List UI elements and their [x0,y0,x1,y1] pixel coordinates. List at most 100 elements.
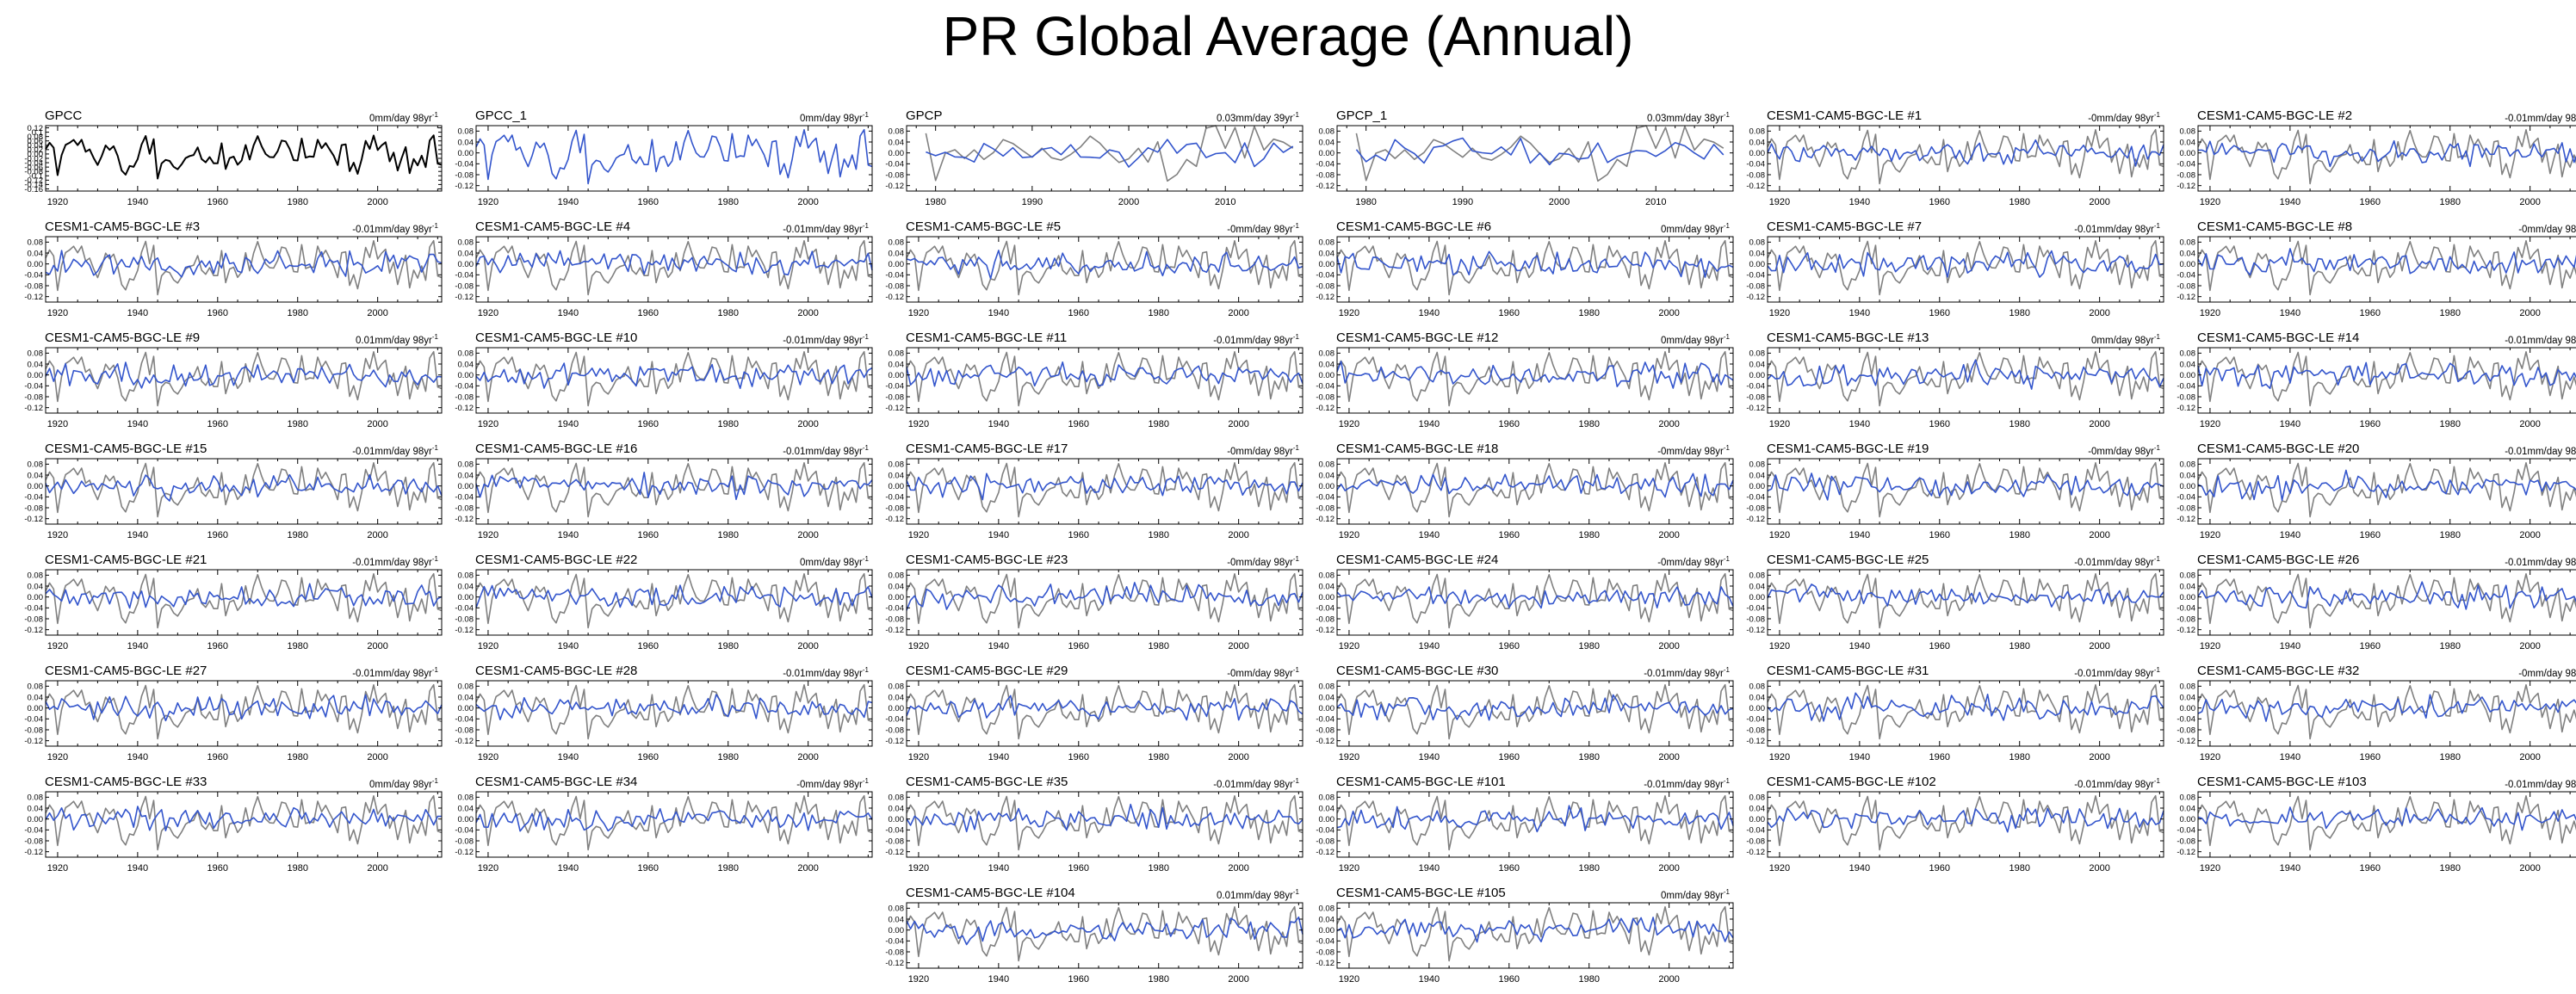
x-tick-label: 2010 [1645,197,1666,207]
panel-title: CESM1-CAM5-BGC-LE #30 [1336,664,1499,678]
y-tick-label: -0.12 [24,848,43,857]
x-tick-label: 1960 [1068,419,1089,429]
y-tick-label: -0.04 [24,382,43,392]
panel-plot: 0.080.04 0.00 -0.04-0.08 -0.12 1920 1940 1960 1… [455,458,873,540]
y-tick-label: 0.00 [458,482,474,491]
x-tick-label: 1960 [1499,863,1520,874]
x-tick-label: 1920 [908,308,929,318]
series-line [1336,694,1734,721]
panel-title: CESM1-CAM5-BGC-LE #8 [2197,219,2353,234]
series-line [1767,572,2164,629]
x-tick-label: 1960 [207,530,228,540]
y-tick-label: 0.04 [889,471,905,480]
trend-label: 0mm/day 98yr-1 [1661,331,1730,347]
y-tick-label: -0.12 [1746,404,1765,413]
plot-frame [906,680,1303,747]
x-tick-label: 1920 [47,419,68,429]
trend-exponent: -1 [1292,444,1299,452]
x-tick-label: 1980 [287,197,307,207]
y-tick-label: -0.08 [24,168,43,177]
series-line [906,683,1303,740]
y-tick-label: 0.00 [2180,593,2196,602]
y-tick-label: -0.08 [1746,392,1765,402]
y-tick-label: -0.04 [1746,493,1765,503]
series-line [1767,807,2164,833]
y-tick-label: -0.04 [885,604,904,614]
panel-title: CESM1-CAM5-BGC-LE #19 [1767,441,1929,456]
chart-panel: CESM1-CAM5-BGC-LE #4 -0.01mm/day 98yr-1 0.… [455,219,876,321]
x-tick-label: 1940 [2280,308,2300,318]
x-tick-label: 1980 [717,308,738,318]
x-tick-label: 1940 [1419,863,1440,874]
trend-value: 0mm/day 98yr [369,113,432,124]
chart-panel: CESM1-CAM5-BGC-LE #28 -0.01mm/day 98yr-1 0… [455,664,876,765]
y-tick-label: -0.08 [455,503,474,513]
plot-frame [1767,458,2164,525]
trend-exponent: -1 [431,111,438,119]
x-tick-label: 2000 [1228,974,1248,985]
panel-title: CESM1-CAM5-BGC-LE #102 [1767,775,1936,789]
y-tick-label: 0.08 [1319,349,1335,359]
y-tick-label: 0.08 [889,571,905,581]
panel-title: CESM1-CAM5-BGC-LE #27 [45,664,207,678]
x-tick-label: 1960 [1929,419,1950,429]
x-tick-label: 1980 [2439,641,2460,651]
x-tick-label: 1940 [1419,530,1440,540]
plot-frame [1336,236,1734,303]
y-tick-label: 0.00 [1749,482,1766,491]
x-tick-label: 2000 [1228,641,1248,651]
x-tick-label: 1980 [2009,197,2029,207]
trend-exponent: -1 [862,555,869,563]
panel-plot: 0.080.04 0.00 -0.04-0.08 -0.12 1920 1940 1960 1… [885,458,1303,540]
x-tick-label: 1980 [2009,641,2029,651]
x-tick-label: 1940 [2280,419,2300,429]
panel-title: CESM1-CAM5-BGC-LE #10 [475,330,638,345]
trend-exponent: -1 [862,333,869,341]
x-tick-label: 1980 [2439,530,2460,540]
x-tick-label: 2000 [2519,530,2540,540]
panel-title: CESM1-CAM5-BGC-LE #33 [45,775,207,789]
y-tick-label: -0.12 [455,515,474,524]
y-tick-label: 0.08 [458,793,474,803]
x-tick-label: 2000 [367,419,387,429]
x-tick-label: 2000 [797,197,818,207]
trend-exponent: -1 [1723,777,1730,785]
x-tick-label: 1920 [908,419,929,429]
panel-plot: 0.080.04 0.00 -0.04-0.08 -0.12 1920 1940 1960 1… [1746,125,2164,207]
y-tick-label: -0.08 [2177,725,2195,735]
x-tick-label: 1940 [2280,641,2300,651]
plot-frame [1767,125,2164,192]
y-tick-label: -0.08 [24,392,43,402]
y-tick-label: -0.08 [885,948,904,957]
y-tick-label: -0.08 [2177,170,2195,180]
x-tick-label: 1940 [2280,863,2300,874]
x-tick-label: 1980 [1578,308,1599,318]
y-tick-label: 0.08 [1319,127,1335,137]
trend-exponent: -1 [431,333,438,341]
plot-frame [475,680,873,747]
x-tick-label: 2000 [797,530,818,540]
panel-plot: 0.080.04 0.00 -0.04-0.08 -0.12 1920 1940 1960 1… [24,347,443,429]
y-tick-label: -0.08 [1746,281,1765,291]
series-line [906,239,1303,296]
y-tick-label: 0.08 [458,460,474,470]
x-tick-label: 1980 [1148,419,1168,429]
trend-value: -0.01mm/day 98yr [2074,557,2154,568]
y-tick-label: -0.08 [885,503,904,513]
y-tick-label: -0.08 [1316,948,1334,957]
x-tick-label: 1940 [127,863,148,874]
x-tick-label: 1980 [2009,419,2029,429]
chart-panel: CESM1-CAM5-BGC-LE #101 -0.01mm/day 98yr-1… [1316,775,1737,876]
series-line [2197,239,2576,296]
panel-plot: 0.080.04 0.00 -0.04-0.08 -0.12 1920 1940 1960 1… [455,569,873,651]
y-tick-label: -0.12 [1746,848,1765,857]
y-tick-label: 0.08 [1319,904,1335,914]
chart-panel: CESM1-CAM5-BGC-LE #15 -0.01mm/day 98yr-1 0… [24,441,446,543]
x-tick-label: 1980 [2439,308,2460,318]
plot-frame [1336,125,1734,192]
y-tick-label: 0.04 [1319,249,1335,258]
y-tick-label: 0.00 [28,593,44,602]
series-line [475,472,873,501]
x-tick-label: 2000 [2089,530,2109,540]
panel-plot: 0.080.04 0.00 -0.04-0.08 -0.12 1920 1940 1960 1… [1746,236,2164,318]
